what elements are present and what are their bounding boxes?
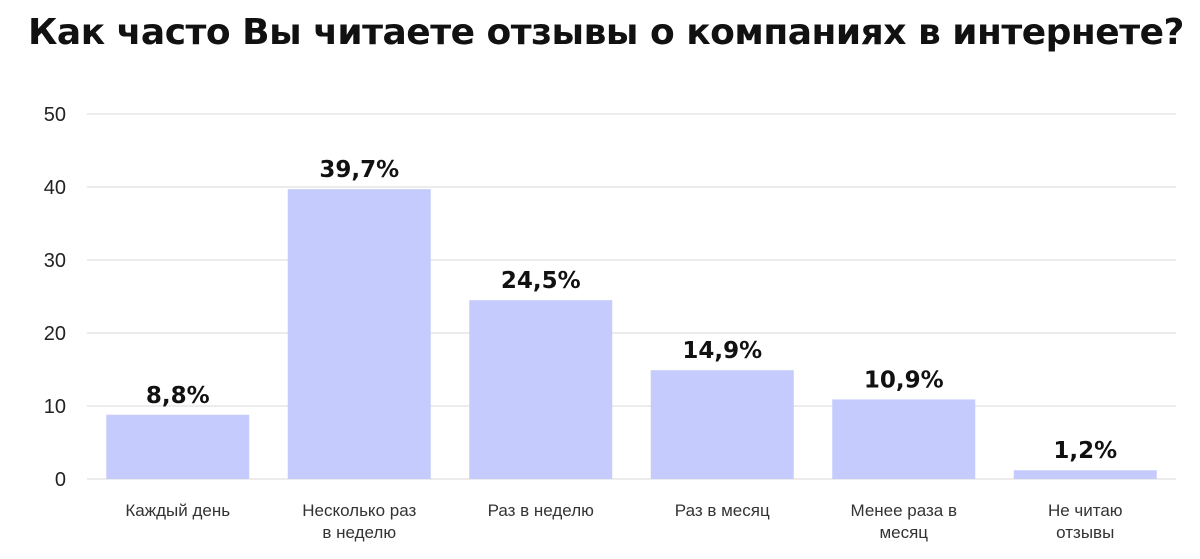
data-label: 24,5% [501, 268, 581, 294]
x-axis-ticks: Каждый день Несколько раз в неделю Раз в не… [125, 501, 1122, 542]
data-label: 39,7% [319, 157, 399, 183]
bar [469, 300, 613, 479]
data-label: 14,9% [682, 338, 762, 364]
x-tick-label: Несколько раз [302, 501, 416, 520]
x-tick-label: Раз в неделю [488, 501, 595, 520]
bar [1013, 470, 1157, 479]
y-tick-label: 40 [44, 177, 66, 199]
data-label: 1,2% [1053, 438, 1117, 464]
x-tick-label: месяц [879, 523, 928, 542]
bar [832, 399, 976, 479]
bar [287, 189, 431, 479]
y-tick-label: 10 [44, 396, 66, 418]
y-axis-ticks: 0 10 20 30 40 50 [44, 104, 66, 491]
x-tick-label: Раз в месяц [675, 501, 770, 520]
y-tick-label: 50 [44, 104, 66, 126]
chart-title: Как часто Вы читаете отзывы о компаниях … [28, 12, 1184, 53]
y-tick-label: 0 [55, 469, 66, 491]
data-label: 8,8% [146, 383, 210, 409]
bar [650, 370, 794, 479]
x-tick-label: в неделю [322, 523, 396, 542]
y-tick-label: 20 [44, 323, 66, 345]
x-tick-label: Каждый день [125, 501, 230, 520]
bar [106, 414, 250, 479]
data-labels: 8,8% 39,7% 24,5% 14,9% 10,9% 1,2% [146, 157, 1117, 464]
x-tick-label: Менее раза в [850, 501, 957, 520]
y-tick-label: 30 [44, 250, 66, 272]
x-tick-label: отзывы [1056, 523, 1114, 542]
gridlines [87, 113, 1176, 480]
x-tick-label: Не читаю [1048, 501, 1123, 520]
bars [106, 189, 1157, 479]
data-label: 10,9% [864, 367, 944, 393]
